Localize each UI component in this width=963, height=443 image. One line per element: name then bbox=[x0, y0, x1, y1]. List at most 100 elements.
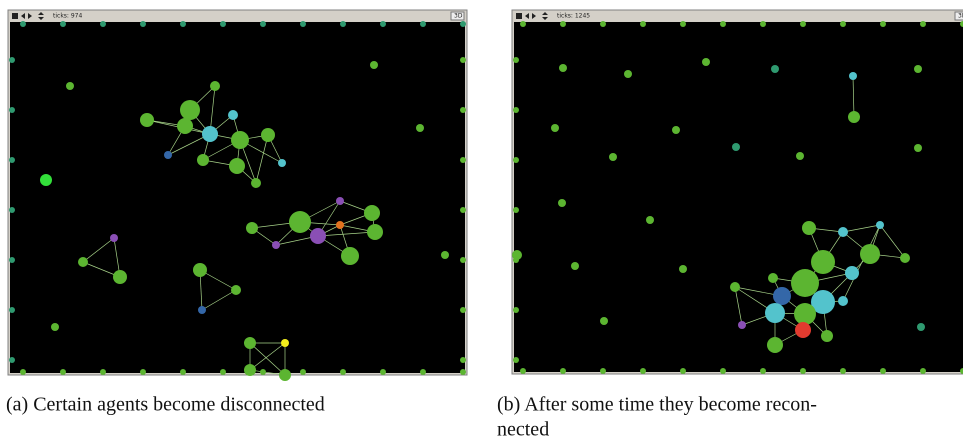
agent bbox=[9, 357, 15, 363]
agent bbox=[860, 244, 880, 264]
agent bbox=[60, 21, 66, 27]
agent bbox=[840, 21, 846, 27]
agent bbox=[336, 197, 344, 205]
agent bbox=[78, 257, 88, 267]
agent bbox=[300, 21, 306, 27]
ticks-label: ticks: 974 bbox=[53, 13, 82, 20]
agent bbox=[760, 21, 766, 27]
agent bbox=[60, 369, 66, 375]
agent bbox=[9, 157, 15, 163]
agent bbox=[198, 306, 206, 314]
agent bbox=[811, 250, 835, 274]
agent bbox=[51, 323, 59, 331]
agent bbox=[800, 368, 806, 374]
agent bbox=[800, 21, 806, 27]
agent bbox=[229, 158, 245, 174]
agent bbox=[220, 369, 226, 375]
agent bbox=[560, 21, 566, 27]
agent bbox=[765, 303, 785, 323]
agent bbox=[164, 151, 172, 159]
agent bbox=[513, 157, 519, 163]
agent bbox=[646, 216, 654, 224]
agent bbox=[640, 21, 646, 27]
agent bbox=[210, 81, 220, 91]
agent bbox=[364, 205, 380, 221]
agent bbox=[310, 228, 326, 244]
agent bbox=[513, 307, 519, 313]
agent bbox=[821, 330, 833, 342]
agent bbox=[460, 257, 466, 263]
agent bbox=[600, 21, 606, 27]
agent bbox=[367, 224, 383, 240]
agent bbox=[513, 57, 519, 63]
agent bbox=[520, 21, 526, 27]
agent bbox=[880, 21, 886, 27]
agent bbox=[640, 368, 646, 374]
3d-button-label[interactable]: 3D bbox=[454, 13, 463, 20]
agent bbox=[571, 262, 579, 270]
agent bbox=[738, 321, 746, 329]
agent bbox=[848, 111, 860, 123]
agent bbox=[260, 369, 266, 375]
agent bbox=[460, 369, 466, 375]
agent bbox=[771, 65, 779, 73]
agent bbox=[9, 107, 15, 113]
agent bbox=[278, 159, 286, 167]
agent bbox=[760, 368, 766, 374]
agent bbox=[838, 296, 848, 306]
agent bbox=[880, 368, 886, 374]
agent bbox=[680, 21, 686, 27]
agent bbox=[220, 21, 226, 27]
agent bbox=[914, 65, 922, 73]
agent bbox=[460, 157, 466, 163]
agent bbox=[341, 247, 359, 265]
agent bbox=[177, 118, 193, 134]
agent bbox=[9, 57, 15, 63]
agent bbox=[180, 369, 186, 375]
agent bbox=[460, 57, 466, 63]
agent bbox=[560, 368, 566, 374]
agent bbox=[420, 21, 426, 27]
agent bbox=[260, 21, 266, 27]
ticks-label: ticks: 1245 bbox=[557, 13, 590, 20]
agent bbox=[845, 266, 859, 280]
agent bbox=[730, 282, 740, 292]
agent bbox=[100, 369, 106, 375]
agent bbox=[180, 21, 186, 27]
agent bbox=[672, 126, 680, 134]
agent bbox=[113, 270, 127, 284]
agent bbox=[840, 368, 846, 374]
agent bbox=[917, 323, 925, 331]
agent bbox=[849, 72, 857, 80]
agent bbox=[767, 337, 783, 353]
agent bbox=[513, 257, 519, 263]
agent bbox=[460, 307, 466, 313]
caption: nected bbox=[497, 419, 549, 441]
agent bbox=[100, 21, 106, 27]
agent bbox=[680, 368, 686, 374]
agent bbox=[460, 21, 466, 27]
agent bbox=[520, 368, 526, 374]
agent bbox=[20, 369, 26, 375]
agent bbox=[140, 369, 146, 375]
agent bbox=[202, 126, 218, 142]
agent bbox=[441, 251, 449, 259]
agent bbox=[40, 174, 52, 186]
agent bbox=[340, 369, 346, 375]
agent bbox=[140, 21, 146, 27]
agent bbox=[20, 21, 26, 27]
agent bbox=[802, 221, 816, 235]
agent bbox=[513, 107, 519, 113]
agent bbox=[197, 154, 209, 166]
caption: (a) Certain agents become disconnected bbox=[6, 394, 325, 416]
agent bbox=[228, 110, 238, 120]
agent bbox=[732, 143, 740, 151]
agent bbox=[920, 21, 926, 27]
agent bbox=[795, 322, 811, 338]
agent bbox=[281, 339, 289, 347]
agent bbox=[66, 82, 74, 90]
3d-button-label[interactable]: 3D bbox=[958, 13, 963, 20]
caption: (b) After some time they become recon- bbox=[497, 394, 817, 416]
agent bbox=[231, 131, 249, 149]
agent bbox=[920, 368, 926, 374]
